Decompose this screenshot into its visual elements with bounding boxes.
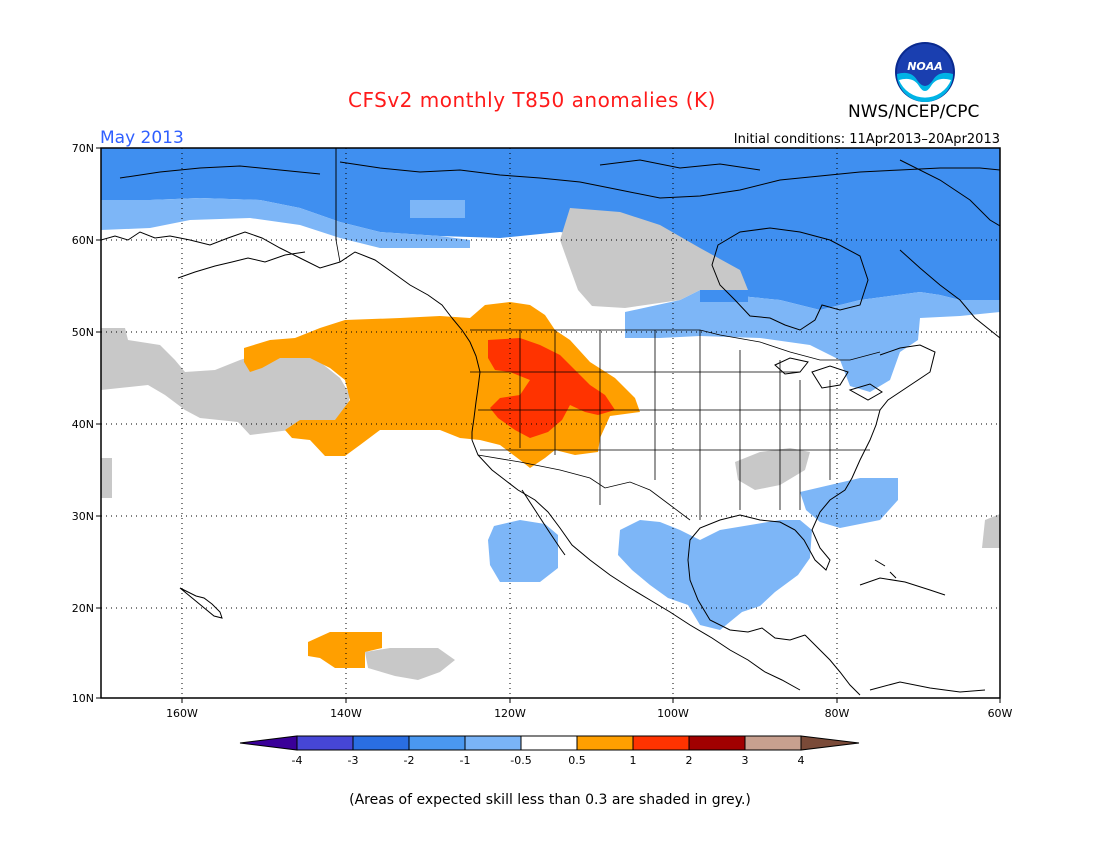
lat-label-60n: 60N <box>72 234 94 247</box>
legend-label: -3 <box>348 754 359 767</box>
legend-swatch <box>520 735 578 751</box>
initial-conditions-label: Initial conditions: 11Apr2013–20Apr2013 <box>733 132 1000 147</box>
lon-label-60w: 60W <box>988 707 1013 720</box>
legend-swatch <box>576 735 634 751</box>
legend-label: -1 <box>460 754 471 767</box>
legend-swatch-max <box>800 735 860 751</box>
lon-label-80w: 80W <box>825 707 850 720</box>
axis-ticks <box>96 147 1001 703</box>
lon-label-160w: 160W <box>166 707 198 720</box>
skill-note: (Areas of expected skill less than 0.3 a… <box>349 792 751 808</box>
legend-swatch <box>688 735 746 751</box>
positive-anomaly-regions <box>244 302 640 668</box>
lon-label-120w: 120W <box>494 707 526 720</box>
legend-swatch <box>296 735 354 751</box>
coastlines <box>101 159 1000 696</box>
legend-swatch <box>464 735 522 751</box>
lat-label-70n: 70N <box>72 142 94 155</box>
legend-swatch <box>632 735 690 751</box>
legend-swatch <box>744 735 802 751</box>
legend-label: 3 <box>742 754 749 767</box>
legend-swatch <box>408 735 466 751</box>
lon-label-100w: 100W <box>657 707 689 720</box>
legend-label: 0.5 <box>568 754 586 767</box>
lat-label-40n: 40N <box>72 418 94 431</box>
legend-label: 4 <box>798 754 805 767</box>
noaa-logo: NOAA <box>895 42 955 102</box>
organization-label: NWS/NCEP/CPC <box>848 102 980 122</box>
lat-label-10n: 10N <box>72 692 94 705</box>
political-borders <box>101 148 881 521</box>
legend-label: -4 <box>292 754 303 767</box>
lon-label-140w: 140W <box>330 707 362 720</box>
legend-label: 2 <box>686 754 693 767</box>
lat-label-20n: 20N <box>72 602 94 615</box>
map-title: CFSv2 monthly T850 anomalies (K) <box>348 88 716 112</box>
svg-text:NOAA: NOAA <box>907 60 943 73</box>
legend-swatch <box>352 735 410 751</box>
lat-lon-grid <box>101 148 1000 698</box>
lat-label-30n: 30N <box>72 510 94 523</box>
lat-label-50n: 50N <box>72 326 94 339</box>
map-frame <box>100 147 1001 699</box>
color-legend <box>239 735 860 751</box>
legend-label: 1 <box>630 754 637 767</box>
legend-label: -2 <box>404 754 415 767</box>
target-month-label: May 2013 <box>100 128 184 148</box>
legend-label: -0.5 <box>510 754 531 767</box>
legend-swatch-min <box>239 735 298 751</box>
